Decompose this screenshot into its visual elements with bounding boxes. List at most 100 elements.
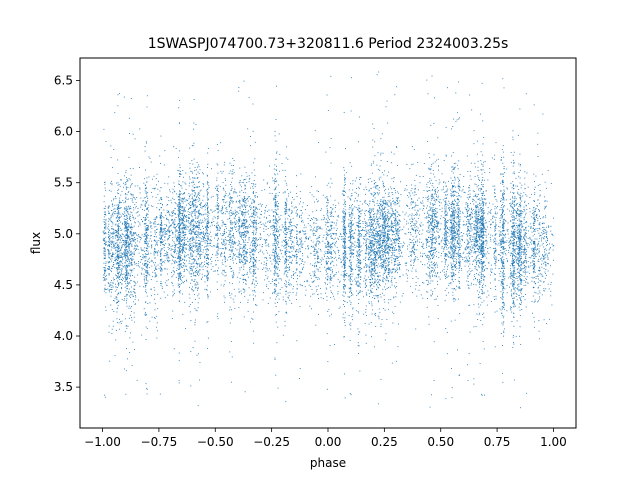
data-point — [242, 232, 244, 234]
data-point — [374, 241, 376, 243]
data-point — [136, 265, 138, 267]
data-point — [485, 244, 487, 246]
data-point — [435, 225, 437, 227]
data-point — [194, 258, 196, 260]
data-point — [199, 244, 201, 245]
data-point — [127, 283, 129, 285]
data-point — [116, 256, 118, 257]
data-point — [104, 394, 106, 396]
data-point — [333, 276, 335, 277]
data-point — [344, 211, 345, 213]
data-point — [388, 192, 390, 194]
data-point — [189, 250, 191, 251]
data-point — [465, 260, 467, 261]
data-point — [139, 167, 140, 168]
data-point — [192, 177, 194, 179]
data-point — [154, 303, 156, 305]
data-point — [128, 246, 130, 248]
data-point — [454, 217, 456, 218]
data-point — [188, 218, 190, 219]
data-point — [382, 183, 384, 185]
data-point — [207, 182, 209, 184]
data-point — [125, 209, 127, 211]
data-point — [220, 142, 222, 144]
data-point — [143, 278, 145, 280]
data-point — [442, 270, 443, 272]
data-point — [506, 229, 508, 231]
data-point — [211, 168, 212, 170]
data-point — [126, 199, 128, 200]
data-point — [140, 256, 142, 257]
data-point — [288, 270, 290, 271]
data-point — [193, 99, 195, 100]
data-point — [376, 245, 378, 247]
data-point — [302, 261, 304, 263]
data-point — [467, 240, 469, 242]
data-point — [509, 306, 511, 308]
data-point — [525, 252, 527, 254]
data-point — [147, 253, 149, 255]
data-point — [495, 251, 496, 253]
data-point — [515, 222, 517, 224]
data-point — [500, 249, 502, 251]
data-point — [495, 249, 497, 251]
data-point — [360, 262, 362, 264]
data-point — [434, 237, 436, 239]
data-point — [117, 260, 118, 261]
data-point — [230, 215, 232, 216]
data-point — [400, 194, 402, 195]
data-point — [244, 198, 246, 199]
data-point — [413, 252, 415, 254]
data-point — [216, 226, 218, 228]
data-point — [458, 205, 460, 207]
data-point — [412, 202, 414, 204]
data-point — [327, 244, 329, 245]
data-point — [238, 86, 240, 88]
data-point — [291, 236, 293, 238]
data-point — [254, 264, 256, 266]
data-point — [545, 205, 547, 207]
data-point — [372, 274, 374, 276]
data-point — [392, 238, 393, 240]
data-point — [384, 200, 386, 202]
data-point — [536, 249, 537, 251]
data-point — [458, 221, 460, 223]
data-point — [195, 242, 197, 244]
data-point — [153, 236, 155, 237]
data-point — [375, 241, 377, 243]
data-point — [180, 271, 181, 273]
data-point — [481, 206, 482, 208]
data-point — [403, 245, 404, 247]
data-point — [133, 349, 135, 350]
data-point — [352, 256, 354, 258]
data-point — [420, 202, 422, 204]
data-point — [179, 241, 181, 243]
data-point — [325, 258, 327, 260]
data-point — [161, 258, 163, 260]
data-point — [458, 229, 460, 230]
data-point — [301, 259, 303, 260]
data-point — [189, 266, 191, 268]
data-point — [194, 226, 196, 228]
data-point — [434, 210, 436, 212]
data-point — [217, 232, 219, 234]
data-point — [481, 394, 483, 396]
data-point — [382, 278, 384, 280]
data-point — [449, 230, 451, 232]
data-point — [511, 226, 512, 228]
data-point — [146, 234, 148, 236]
data-point — [220, 233, 222, 235]
data-point — [395, 217, 397, 219]
data-point — [191, 193, 193, 195]
data-point — [544, 236, 546, 238]
data-point — [151, 205, 152, 207]
data-point — [386, 258, 388, 260]
data-point — [433, 197, 435, 199]
data-point — [116, 255, 118, 257]
data-point — [370, 250, 372, 252]
data-point — [518, 193, 520, 195]
data-point — [509, 241, 511, 243]
data-point — [139, 236, 141, 238]
data-point — [125, 200, 127, 202]
data-point — [285, 239, 286, 241]
